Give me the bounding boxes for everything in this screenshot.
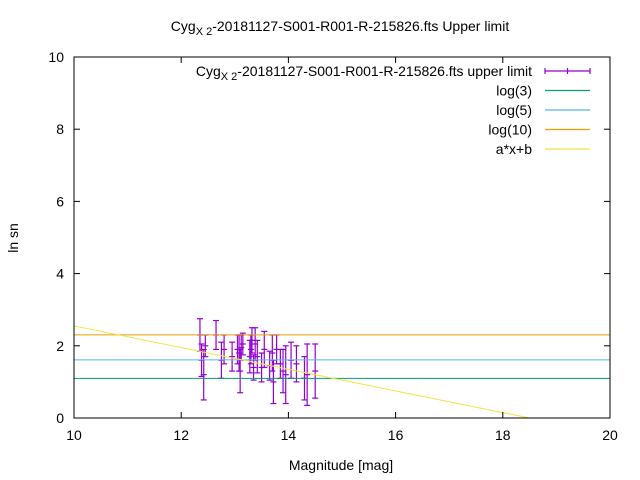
chart-title: CygX 2-20181127-S001-R001-R-215826.fts U… [171,18,510,38]
legend-label: a*x+b [496,141,532,157]
x-tick-label: 18 [495,427,511,443]
errorbar-point [239,332,246,356]
errorbar-point [282,345,289,405]
legend-item: CygX 2-20181127-S001-R001-R-215826.fts u… [196,63,591,83]
legend-item: log(10) [488,122,590,138]
legend-label: log(10) [488,122,532,138]
plot-frame [73,56,611,419]
y-tick-label: 10 [48,49,64,65]
legend-item: log(5) [496,102,590,118]
plot-area [73,318,610,419]
x-tick-label: 14 [281,427,297,443]
x-tick-label: 12 [173,427,189,443]
series-fit-line [73,325,530,419]
legend-label: log(5) [496,102,532,118]
errorbar-point [312,343,319,399]
y-tick-label: 4 [56,266,64,282]
x-axis-label: Magnitude [mag] [289,457,393,473]
y-tick-label: 0 [56,410,64,426]
errorbar-point [293,345,300,383]
y-tick-label: 2 [56,338,64,354]
errorbar-point [280,348,287,394]
errorbar-point [250,354,257,381]
legend-label: CygX 2-20181127-S001-R001-R-215826.fts u… [196,63,532,83]
legend-item: a*x+b [496,141,590,157]
axes [73,56,611,419]
legend: CygX 2-20181127-S001-R001-R-215826.fts u… [196,63,591,157]
errorbar-point [254,339,261,374]
legend-label: log(3) [496,83,532,99]
x-tick-label: 10 [66,427,82,443]
y-axis-label: ln sn [5,223,21,253]
errorbar-point [237,348,244,394]
legend-item: log(3) [496,83,590,99]
y-tick-label: 8 [56,121,64,137]
x-tick-label: 16 [388,427,404,443]
errorbar-point [229,341,236,372]
ticks: 10 12 14 16 18 20 0 2 4 6 8 10 [48,49,618,443]
chart-title-text: CygX 2-20181127-S001-R001-R-215826.fts U… [171,18,510,38]
errorbar-point [261,330,268,369]
errorbar-point [304,343,311,406]
x-tick-label: 20 [602,427,618,443]
y-tick-label: 6 [56,193,64,209]
